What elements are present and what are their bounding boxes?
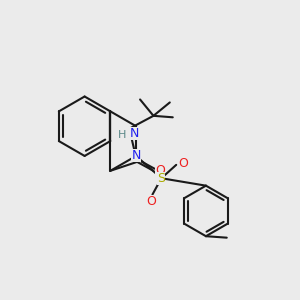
Text: N: N [131, 149, 141, 162]
Text: N: N [130, 127, 140, 140]
Text: O: O [146, 195, 156, 208]
Text: H: H [118, 130, 126, 140]
Text: O: O [155, 164, 165, 177]
Text: O: O [178, 157, 188, 170]
Text: S: S [158, 172, 165, 185]
